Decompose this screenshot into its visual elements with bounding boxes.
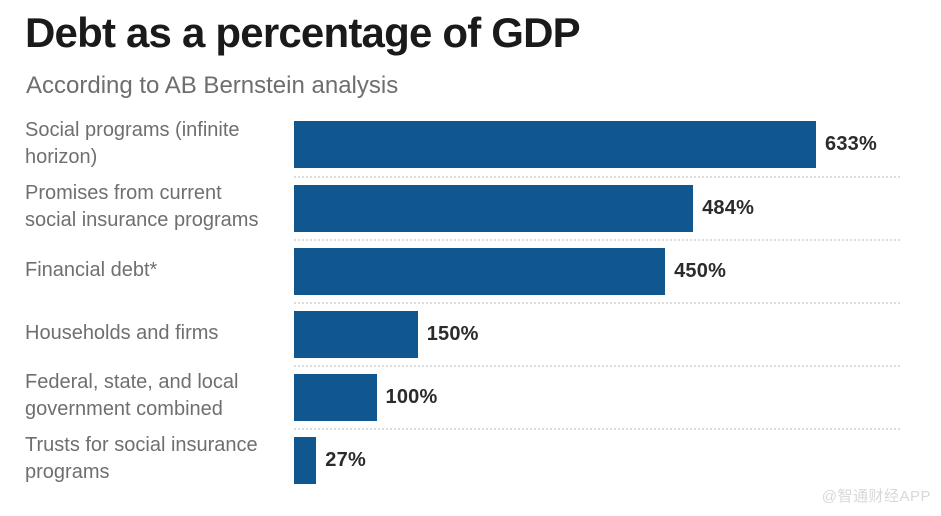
chart-row: Trusts for social insurance programs 27%: [0, 427, 941, 491]
bar-area: 633%: [294, 113, 900, 176]
watermark: @智通财经APP: [821, 488, 931, 505]
bar-chart: Social programs (infinite horizon) 633% …: [0, 113, 941, 491]
bar: [294, 247, 666, 295]
bar: [294, 373, 377, 421]
category-label: Trusts for social insurance programs: [25, 434, 258, 484]
chart-row: Financial debt* 450%: [0, 238, 941, 302]
value-label: 100%: [385, 385, 438, 408]
chart-row: Social programs (infinite horizon) 633%: [0, 113, 941, 176]
category-label: Financial debt*: [25, 258, 158, 281]
bar: [294, 120, 816, 168]
value-label: 633%: [825, 132, 877, 155]
category-label: Social programs (infinite horizon): [25, 119, 240, 169]
category-label: Promises from current social insurance p…: [25, 182, 259, 232]
bar: [294, 310, 418, 358]
chart-subtitle: According to AB Bernstein analysis: [26, 72, 399, 100]
chart-header: Debt as a percentage of GDP According to…: [0, 0, 941, 101]
category-label: Households and firms: [25, 321, 219, 344]
bar-area: 100%: [294, 364, 900, 428]
chart-row: Promises from current social insurance p…: [0, 175, 941, 239]
value-label: 484%: [702, 196, 755, 219]
bar-area: 27%: [294, 427, 900, 491]
chart-title: Debt as a percentage of GDP: [25, 9, 581, 56]
bar: [294, 184, 694, 232]
value-label: 450%: [674, 259, 727, 282]
chart-row: Federal, state, and local government com…: [0, 364, 941, 428]
chart-row: Households and firms 150%: [0, 301, 941, 365]
bar-area: 484%: [294, 175, 900, 239]
bar-area: 450%: [294, 238, 900, 302]
value-label: 27%: [325, 448, 366, 471]
bar-area: 150%: [294, 301, 900, 365]
value-label: 150%: [426, 322, 479, 345]
bar: [294, 436, 317, 484]
category-label: Federal, state, and local government com…: [25, 371, 239, 421]
